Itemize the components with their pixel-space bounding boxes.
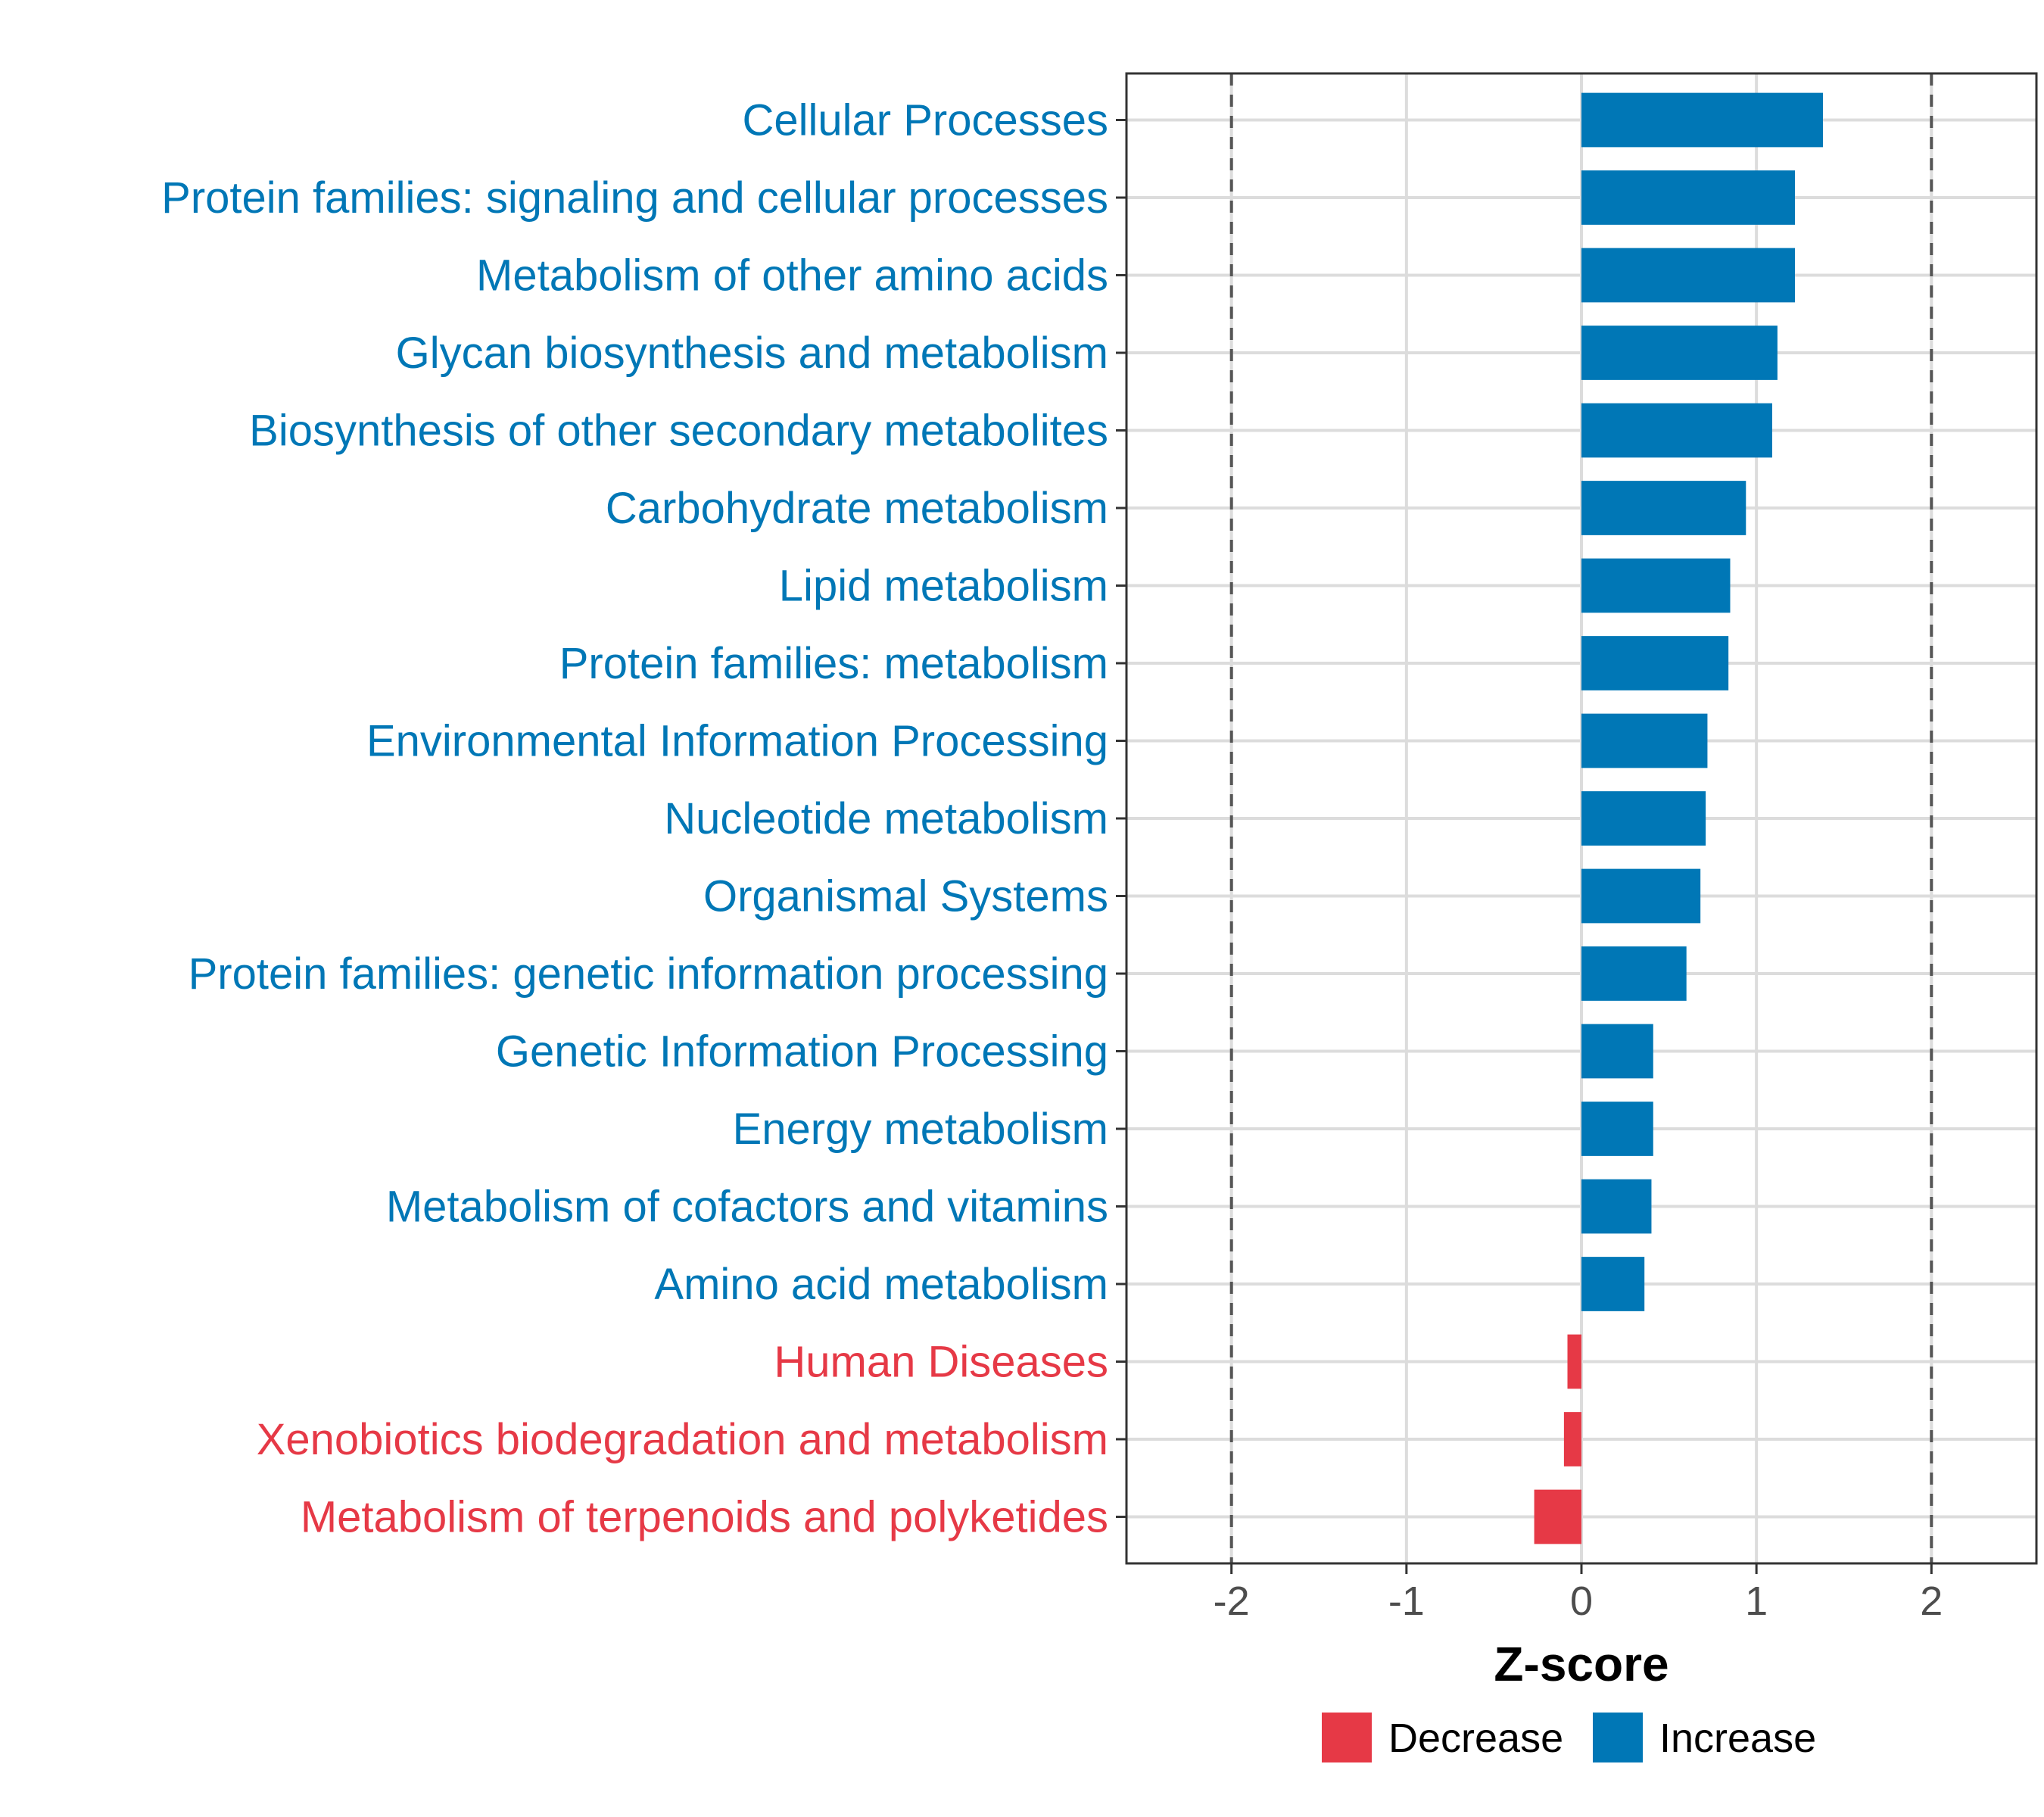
bar xyxy=(1581,868,1701,924)
category-label: Glycan biosynthesis and metabolism xyxy=(396,329,1108,378)
legend-label-decrease: Decrease xyxy=(1388,1716,1563,1761)
bar xyxy=(1581,248,1796,303)
category-label: Metabolism of cofactors and vitamins xyxy=(386,1183,1108,1232)
x-tick-label: -2 xyxy=(1214,1579,1250,1624)
category-label: Environmental Information Processing xyxy=(366,717,1108,766)
category-label: Protein families: signaling and cellular… xyxy=(161,173,1108,223)
bar xyxy=(1581,713,1708,768)
bar xyxy=(1581,403,1772,458)
category-label: Xenobiotics biodegradation and metabolis… xyxy=(257,1415,1108,1464)
category-label: Metabolism of terpenoids and polyketides xyxy=(301,1493,1108,1542)
bar xyxy=(1581,558,1731,613)
x-axis-title: Z-score xyxy=(1494,1637,1669,1691)
reference-lines xyxy=(1229,73,1933,1563)
category-label: Organismal Systems xyxy=(703,872,1108,921)
bar xyxy=(1534,1489,1581,1544)
bar xyxy=(1563,1412,1581,1466)
bar xyxy=(1581,1024,1653,1079)
bar xyxy=(1581,946,1687,1001)
legend-label-increase: Increase xyxy=(1659,1716,1816,1761)
category-label: Energy metabolism xyxy=(733,1105,1108,1154)
x-tick-label: 1 xyxy=(1745,1579,1768,1624)
category-label: Protein families: genetic information pr… xyxy=(189,949,1108,999)
category-label: Genetic Information Processing xyxy=(496,1027,1108,1077)
bar xyxy=(1581,92,1823,148)
x-tick-label: 0 xyxy=(1570,1579,1593,1624)
category-label: Biosynthesis of other secondary metaboli… xyxy=(249,407,1108,456)
category-label: Cellular Processes xyxy=(742,96,1108,145)
x-tick-label: 2 xyxy=(1920,1579,1943,1624)
category-label: Carbohydrate metabolism xyxy=(606,484,1108,533)
x-tick-label: -1 xyxy=(1388,1579,1425,1624)
category-label: Protein families: metabolism xyxy=(559,639,1108,688)
bar xyxy=(1581,1257,1645,1311)
bar xyxy=(1567,1334,1581,1389)
legend: Decrease Increase xyxy=(1322,1713,1816,1762)
bars xyxy=(1534,92,1823,1544)
bar xyxy=(1581,170,1796,225)
bar xyxy=(1581,791,1706,846)
category-label: Metabolism of other amino acids xyxy=(476,251,1108,301)
category-label: Nucleotide metabolism xyxy=(664,794,1108,843)
category-label: Amino acid metabolism xyxy=(654,1260,1108,1309)
y-axis-labels: Cellular Processes Protein families: sign… xyxy=(161,96,1108,1542)
category-label: Lipid metabolism xyxy=(779,562,1108,611)
x-axis-ticks: -2 -1 0 1 2 xyxy=(1214,1563,1943,1624)
legend-swatch-increase xyxy=(1593,1713,1643,1762)
bar xyxy=(1581,326,1778,380)
bar xyxy=(1581,1179,1652,1234)
bar xyxy=(1581,636,1729,690)
category-label: Human Diseases xyxy=(774,1338,1108,1387)
legend-swatch-decrease xyxy=(1322,1713,1372,1762)
bar xyxy=(1581,1102,1653,1156)
y-axis-ticks xyxy=(1116,119,1126,1518)
bar xyxy=(1581,481,1746,535)
